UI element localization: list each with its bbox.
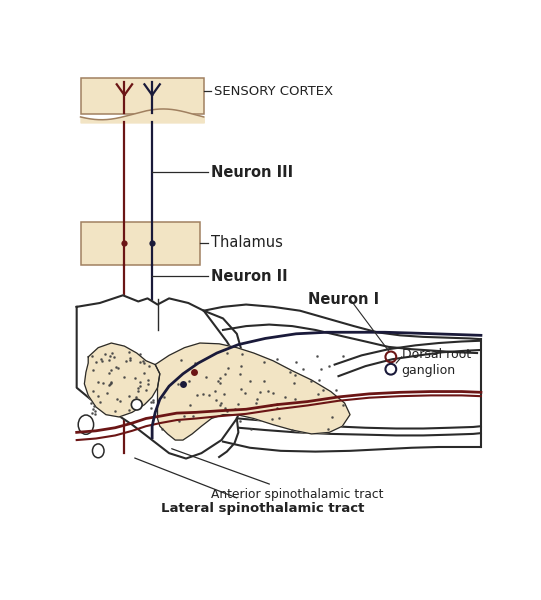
Text: Anterior spinothalamic tract: Anterior spinothalamic tract xyxy=(171,449,384,501)
Text: Lateral spinothalamic tract: Lateral spinothalamic tract xyxy=(135,458,365,515)
Bar xyxy=(81,222,200,265)
Text: SENSORY CORTEX: SENSORY CORTEX xyxy=(214,85,333,98)
Circle shape xyxy=(131,399,142,410)
Text: Dorsal root
ganglion: Dorsal root ganglion xyxy=(401,347,471,377)
Polygon shape xyxy=(84,343,160,417)
Text: Neuron II: Neuron II xyxy=(210,269,287,284)
Text: Thalamus: Thalamus xyxy=(210,235,282,250)
Text: Neuron III: Neuron III xyxy=(210,164,293,179)
Polygon shape xyxy=(155,343,350,440)
Polygon shape xyxy=(77,295,248,458)
Bar xyxy=(81,78,204,115)
Text: Neuron I: Neuron I xyxy=(308,292,379,307)
